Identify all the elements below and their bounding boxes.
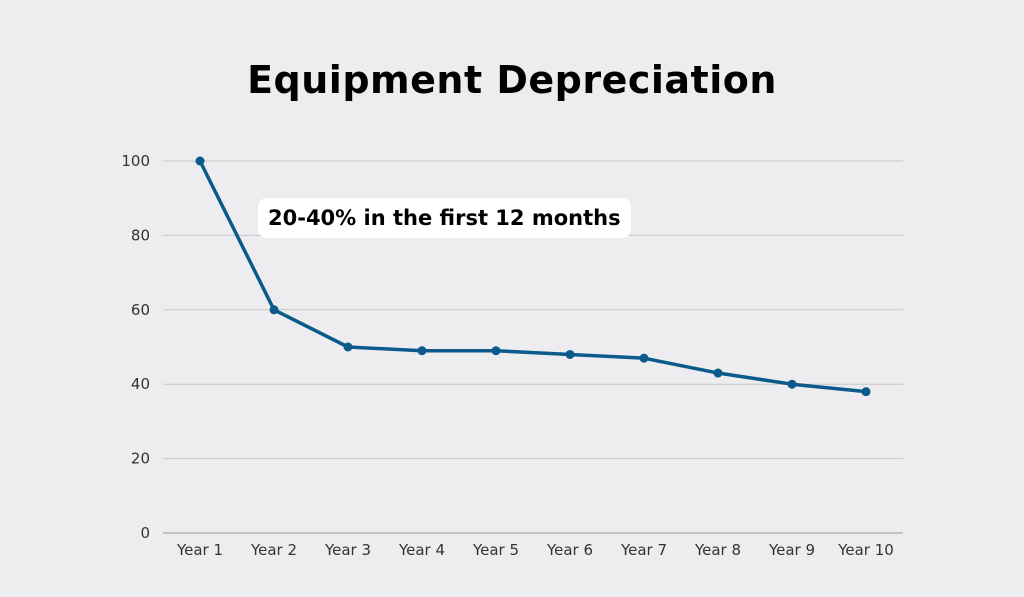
x-tick-label: Year 4 bbox=[398, 541, 445, 559]
data-point bbox=[861, 387, 871, 397]
x-tick-label: Year 9 bbox=[768, 541, 815, 559]
chart-title: Equipment Depreciation bbox=[247, 58, 777, 102]
y-tick-label: 0 bbox=[140, 524, 150, 542]
x-tick-label: Year 5 bbox=[472, 541, 519, 559]
series-line bbox=[198, 160, 867, 394]
annotation-label: 20-40% in the first 12 months bbox=[258, 198, 631, 238]
x-tick-label: Year 2 bbox=[250, 541, 297, 559]
data-point bbox=[491, 346, 501, 356]
data-point bbox=[565, 349, 575, 359]
x-tick-label: Year 10 bbox=[837, 541, 894, 559]
x-tick-label: Year 8 bbox=[694, 541, 741, 559]
x-tick-label: Year 7 bbox=[620, 541, 667, 559]
data-point bbox=[639, 353, 649, 363]
x-tick-label: Year 1 bbox=[176, 541, 223, 559]
data-point bbox=[787, 379, 797, 389]
data-point bbox=[269, 305, 279, 315]
data-point bbox=[713, 368, 723, 378]
y-tick-label: 80 bbox=[131, 226, 150, 244]
data-point bbox=[343, 342, 353, 352]
y-tick-label: 40 bbox=[131, 375, 150, 393]
y-tick-label: 20 bbox=[131, 450, 150, 468]
y-tick-label: 100 bbox=[121, 152, 150, 170]
y-tick-label: 60 bbox=[131, 301, 150, 319]
x-tick-label: Year 3 bbox=[324, 541, 371, 559]
data-point bbox=[195, 156, 205, 166]
data-point bbox=[417, 346, 427, 356]
x-tick-label: Year 6 bbox=[546, 541, 593, 559]
